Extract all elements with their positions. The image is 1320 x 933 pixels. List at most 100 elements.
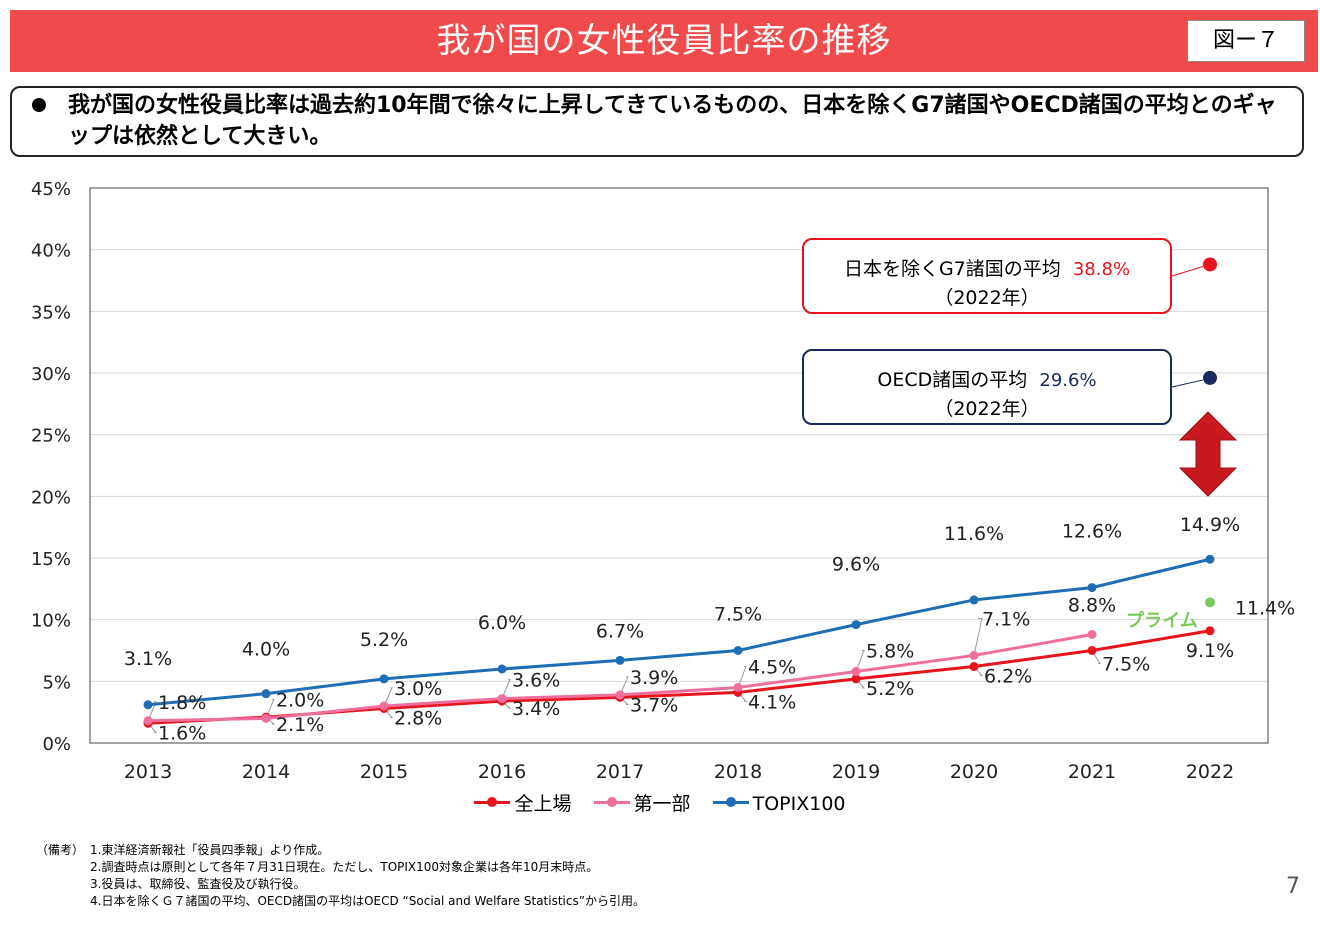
data-label: 1.6% (158, 722, 206, 744)
data-point (615, 655, 625, 665)
chart-series (143, 257, 1217, 728)
y-tick-label: 15% (31, 549, 71, 570)
data-point (851, 674, 861, 684)
data-label: 1.8% (158, 692, 206, 714)
prime-value-label: 11.4% (1235, 597, 1295, 619)
data-label: 3.4% (512, 698, 560, 720)
data-point (733, 646, 743, 655)
leader-line (383, 687, 393, 707)
page-title: 我が国の女性役員比率の推移 (436, 21, 892, 61)
leader-line (147, 701, 157, 721)
x-tick-label: 2020 (950, 761, 998, 783)
leader-line (265, 698, 275, 719)
line-chart: 0% 5% 10% 15% 20% 25% 30% 35% 40% 45% 2013 2014 2015… (31, 179, 1295, 783)
data-label: 2.1% (276, 714, 324, 736)
leader-line (855, 649, 865, 672)
g7-average-point (1203, 257, 1217, 272)
leader-line (737, 666, 747, 688)
callout-oecd-value: 29.6% (1039, 370, 1097, 391)
data-point (851, 666, 861, 676)
note-item: 1.東洋経済新報社「役員四季報」より作成。 (90, 843, 330, 857)
legend-swatch-topix100 (712, 797, 749, 807)
gap-arrow-icon (1178, 411, 1238, 497)
y-tick-label: 20% (31, 487, 71, 508)
data-point (1087, 629, 1097, 639)
note-item: 4.日本を除くＧ７諸国の平均、OECD諸国の平均はOECD “Social an… (90, 894, 645, 908)
callout-g7-average: 日本を除くG7諸国の平均 38.8% （2022年） (802, 238, 1172, 314)
figure-label: 図ー７ (1187, 20, 1305, 62)
legend-item-dai-ichibu: 第一部 (593, 789, 691, 816)
leader-line (973, 617, 983, 656)
y-tick-label: 25% (31, 426, 71, 447)
plot-frame (89, 187, 1269, 744)
data-point (969, 662, 979, 672)
data-point (1087, 646, 1097, 655)
legend-label: TOPIX100 (752, 793, 846, 815)
prime-point (1205, 597, 1215, 608)
data-label: 3.0% (394, 678, 442, 700)
data-point (497, 664, 507, 674)
x-tick-label: 2019 (832, 761, 880, 783)
legend-swatch-dai-ichibu (593, 797, 630, 807)
data-label: 3.6% (512, 670, 560, 692)
oecd-average-point (1203, 370, 1217, 385)
x-tick-label: 2015 (360, 761, 408, 783)
data-label: 11.6% (944, 523, 1004, 545)
data-label: 5.2% (360, 629, 408, 651)
leader-line (501, 679, 511, 699)
data-label: 3.1% (124, 648, 172, 670)
data-point (1087, 583, 1097, 593)
data-point (379, 674, 389, 684)
summary-text: 我が国の女性役員比率は過去約10年間で徐々に上昇してきているものの、日本を除くG… (68, 93, 1277, 149)
note-item: 3.役員は、取締役、監査役及び執行役。 (90, 877, 306, 891)
double-arrow-icon (1178, 411, 1238, 497)
chart-legend: 全上場 第一部 TOPIX100 (0, 789, 1320, 816)
data-label: 9.1% (1186, 640, 1234, 662)
prime-name-label: プライム (1126, 609, 1198, 631)
x-tick-label: 2014 (242, 761, 290, 783)
data-label: 7.5% (714, 604, 762, 626)
data-label: 3.7% (630, 694, 678, 716)
data-labels: 1.6% 2.1% 2.8% 3.4% 3.7% 4.1% 5.2% 6.2% 7.5% 9.1%… (124, 514, 1295, 744)
data-point (1205, 554, 1215, 564)
summary-box: 我が国の女性役員比率は過去約10年間で徐々に上昇してきているものの、日本を除くG… (10, 86, 1304, 157)
notes-list: 1.東洋経済新報社「役員四季報」より作成。 2.調査時点は原則として各年７月31… (90, 842, 990, 910)
callout-oecd-label: OECD諸国の平均 (877, 369, 1028, 391)
data-point (143, 716, 153, 726)
legend-label: 全上場 (514, 793, 572, 815)
data-point (1205, 626, 1215, 636)
callout-g7-label: 日本を除くG7諸国の平均 (843, 258, 1061, 280)
y-tick-label: 0% (42, 734, 71, 755)
data-point (261, 689, 271, 699)
callout-g7-year: （2022年） (934, 287, 1040, 309)
leader-line (619, 676, 629, 696)
y-tick-label: 40% (31, 241, 71, 262)
data-point (379, 701, 389, 711)
callout-oecd-year: （2022年） (934, 398, 1040, 420)
leader-lines (147, 265, 1204, 733)
y-tick-label: 10% (31, 611, 71, 632)
note-item: 2.調査時点は原則として各年７月31日現在。ただし、TOPIX100対象企業は各… (90, 860, 599, 874)
legend-item-zen-jojo: 全上場 (474, 789, 572, 816)
data-point (143, 700, 153, 710)
x-tick-label: 2021 (1068, 761, 1116, 783)
y-tick-label: 5% (42, 672, 71, 693)
data-label: 9.6% (832, 554, 880, 576)
chart-axes: 0% 5% 10% 15% 20% 25% 30% 35% 40% 45% 2013 2014 2015… (31, 179, 1269, 783)
y-tick-label: 35% (31, 302, 71, 323)
data-label: 2.0% (276, 689, 324, 711)
data-label: 4.5% (748, 657, 796, 679)
legend-label: 第一部 (633, 793, 691, 815)
data-label: 7.5% (1102, 654, 1150, 676)
data-label: 6.0% (478, 612, 526, 634)
page-number: 7 (1286, 874, 1300, 899)
x-tick-label: 2016 (478, 761, 526, 783)
data-label: 4.1% (748, 691, 796, 713)
x-tick-label: 2017 (596, 761, 644, 783)
callout-g7-value: 38.8% (1072, 259, 1131, 280)
legend-swatch-zen-jojo (474, 797, 511, 807)
data-label: 14.9% (1180, 514, 1240, 536)
data-label: 5.2% (866, 678, 914, 700)
data-label: 2.8% (394, 707, 442, 729)
data-point (261, 713, 271, 723)
